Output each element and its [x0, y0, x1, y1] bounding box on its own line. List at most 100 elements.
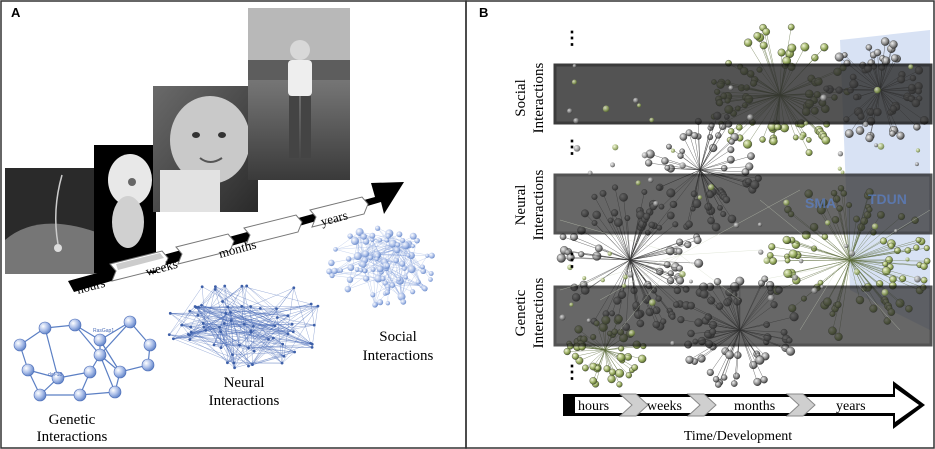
panel-a-letter: A: [11, 5, 21, 20]
overlay-node: [572, 63, 577, 68]
photo-embryo: [94, 145, 156, 273]
cloud-neural-hub-edge: [667, 167, 701, 171]
timeline-label-weeks: weeks: [647, 399, 682, 414]
cloud-lower-hub2-edge: [567, 349, 606, 352]
neural-edge: [224, 285, 228, 363]
cloud-lower-hub2-node: [609, 368, 616, 376]
panel-b-frame: [465, 0, 935, 449]
panel-a: A: [5, 5, 435, 445]
social-node: [345, 256, 352, 262]
overlay-node: [641, 152, 648, 159]
cloud-social-hub-node: [821, 135, 831, 145]
neural-node: [316, 304, 320, 308]
neural-edge: [252, 356, 285, 365]
overlay-edge: [679, 189, 801, 256]
overlay-node: [569, 302, 574, 307]
cloud-genetic-hub-edge: [786, 239, 851, 261]
overlay-node: [747, 114, 754, 121]
neural-edge: [252, 337, 274, 365]
cloud-neural-hub-edge: [682, 151, 701, 171]
cloud-genetic-hub2-edge: [585, 259, 631, 291]
social-node: [384, 289, 391, 295]
neural-node: [309, 302, 313, 306]
genetic-node: [93, 333, 107, 347]
overlay-node: [791, 274, 799, 281]
social-edge: [387, 244, 409, 290]
panel-b: B SMA TDUN ⋮ ⋮ ⋮ ⋮ Social Interactions N…: [479, 5, 933, 444]
cloud-genetic-hub-edge: [795, 244, 851, 261]
cloud-social-hub-node: [743, 139, 753, 149]
neural-node: [189, 330, 193, 334]
cloud-social-hub-node: [787, 23, 795, 31]
cloud-neural-hub-node: [645, 159, 653, 167]
neural-node: [218, 325, 221, 329]
neural-edge: [252, 305, 319, 365]
neural-node: [200, 304, 203, 307]
social-node: [326, 268, 333, 275]
overlay-node: [649, 117, 655, 123]
neural-edge: [248, 287, 294, 348]
social-node: [414, 237, 420, 244]
neural-node: [312, 323, 316, 327]
neural-node: [267, 338, 270, 341]
neural-edge: [189, 339, 234, 364]
neural-edge: [205, 285, 247, 331]
neural-node: [271, 336, 275, 340]
band-genetic: [553, 285, 933, 347]
cloud-genetic-hub-node: [768, 243, 776, 251]
overlay-edge: [559, 254, 681, 291]
cloud-neural-hub-edge: [699, 149, 732, 171]
social-node: [420, 264, 425, 270]
cloud-genetic-hub-edge: [849, 245, 892, 261]
overlay-edge: [619, 254, 681, 331]
cloud-social-hub2-node: [896, 131, 905, 140]
cloud-genetic-hub2-edge: [629, 259, 678, 291]
social-node: [395, 242, 401, 248]
social-node: [406, 253, 411, 258]
cloud-genetic-hub-edge: [796, 259, 851, 281]
cloud-lower-hub2-edge: [604, 349, 643, 360]
social-node: [400, 298, 407, 305]
neural-node: [290, 322, 294, 326]
cloud-neural-hub-edge: [694, 135, 701, 171]
cloud-social-hub-node: [787, 43, 797, 53]
social-edge: [403, 245, 406, 302]
neural-edge: [181, 307, 197, 326]
neural-edge: [205, 286, 216, 331]
cloud-social-hub-node: [774, 123, 782, 131]
cloud-genetic-hub2-edge: [629, 259, 687, 290]
neural-node: [240, 304, 244, 308]
social-node: [420, 268, 427, 275]
neural-node: [247, 364, 250, 368]
cloud-lower-hub2-node: [625, 372, 632, 379]
panel-b-time-arrow: [563, 381, 925, 429]
neural-node: [238, 343, 241, 347]
overlay-node: [757, 222, 763, 227]
social-node: [384, 263, 391, 269]
cloud-neural-hub-node: [728, 138, 735, 145]
cloud-lower-hub2-node: [563, 347, 571, 356]
social-node: [350, 236, 359, 245]
genetic-node: [68, 318, 82, 332]
social-node: [382, 280, 388, 286]
cloud-social-hub2-node: [880, 37, 890, 46]
cloud-lower-hub2-edge: [604, 349, 620, 374]
neural-node: [189, 325, 193, 329]
neural-edge: [250, 306, 276, 326]
cloud-lower-hub2-node: [589, 377, 597, 385]
neural-node: [167, 333, 171, 337]
neural-node: [273, 324, 277, 328]
genetic-node: [38, 321, 52, 335]
cloud-lower-hub-node: [733, 372, 740, 380]
cloud-lower-hub-node: [735, 276, 745, 286]
cloud-genetic-hub-edge: [849, 259, 894, 280]
neural-edge: [222, 286, 243, 302]
timeline-label-months: months: [734, 399, 775, 414]
cloud-genetic-hub-node: [885, 256, 893, 264]
cloud-neural-hub-edge: [683, 136, 701, 171]
cloud-social-hub-node: [762, 27, 770, 36]
panel-b-network-overlay: [559, 63, 931, 346]
neural-node: [275, 316, 279, 319]
cloud-genetic-hub-node: [915, 236, 922, 243]
overlay-node: [783, 199, 790, 206]
